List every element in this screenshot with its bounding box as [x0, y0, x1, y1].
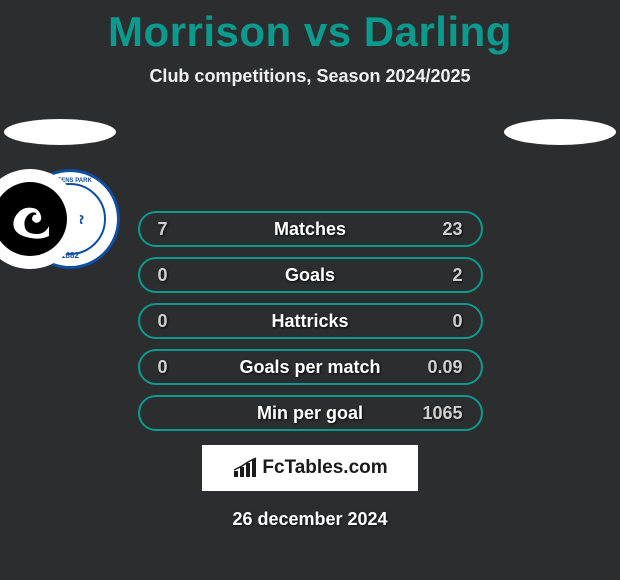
stat-right-value: 2 — [433, 265, 463, 286]
stat-right-value: 0.09 — [427, 357, 462, 378]
stat-row: 0 Hattricks 0 — [138, 303, 483, 339]
date-text: 26 december 2024 — [0, 509, 620, 530]
chart-icon — [232, 457, 258, 479]
stat-row: 0 Goals 2 — [138, 257, 483, 293]
stat-label: Matches — [274, 219, 346, 240]
stat-row: 7 Matches 23 — [138, 211, 483, 247]
stat-left-value: 7 — [158, 219, 188, 240]
stat-row: Min per goal 1065 — [138, 395, 483, 431]
right-player-silhouette — [504, 119, 616, 145]
comparison-area: QUEENS PARK QPR 1882 7 Matches 23 0 Goal… — [0, 111, 620, 530]
left-player-silhouette — [4, 119, 116, 145]
stat-right-value: 1065 — [422, 403, 462, 424]
brand-logo[interactable]: FcTables.com — [202, 445, 418, 491]
stat-row: 0 Goals per match 0.09 — [138, 349, 483, 385]
stat-left-value: 0 — [158, 311, 188, 332]
stat-left-value: 0 — [158, 265, 188, 286]
page-title: Morrison vs Darling — [0, 0, 620, 56]
stats-list: 7 Matches 23 0 Goals 2 0 Hattricks 0 0 G… — [138, 211, 483, 431]
badge-inner-circle — [0, 182, 67, 256]
swan-icon — [3, 192, 57, 246]
stat-label: Hattricks — [271, 311, 348, 332]
stat-left-value: 0 — [158, 357, 188, 378]
brand-text: FcTables.com — [262, 457, 387, 479]
stat-label: Goals — [285, 265, 335, 286]
stat-right-value: 0 — [433, 311, 463, 332]
stat-label: Goals per match — [239, 357, 380, 378]
stat-label: Min per goal — [257, 403, 363, 424]
subtitle: Club competitions, Season 2024/2025 — [0, 66, 620, 87]
stat-right-value: 23 — [433, 219, 463, 240]
